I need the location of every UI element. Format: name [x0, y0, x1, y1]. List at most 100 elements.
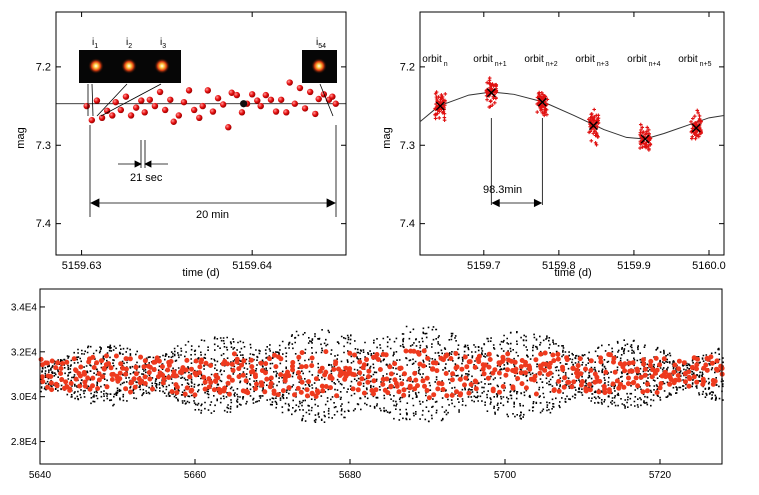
x-tick-label: 5160.0	[692, 260, 726, 272]
data-point	[146, 96, 154, 103]
data-point	[693, 136, 698, 141]
data-point	[638, 122, 643, 127]
data-point	[332, 100, 339, 107]
data-point	[441, 110, 446, 114]
data-point	[586, 117, 591, 122]
data-point	[267, 96, 275, 103]
data-point	[433, 116, 438, 121]
data-point	[283, 109, 290, 116]
data-point	[112, 98, 119, 106]
black-data-points	[40, 325, 724, 423]
pointer-line	[319, 83, 334, 117]
data-point	[541, 92, 545, 97]
fit-curve	[419, 91, 725, 140]
data-point	[138, 97, 145, 104]
data-point	[103, 107, 111, 114]
star-image	[88, 58, 104, 74]
orbit-mean-marker	[486, 88, 496, 98]
y-tick-label: 7.3	[400, 140, 415, 152]
data-point	[262, 91, 270, 99]
data-point	[485, 97, 489, 102]
y-axis-label: mag	[15, 127, 27, 148]
data-point	[196, 114, 203, 122]
y-tick-label: 7.2	[36, 61, 51, 73]
data-point	[535, 110, 540, 114]
data-point	[315, 95, 322, 103]
data-point	[589, 119, 594, 123]
pointer-line	[100, 83, 162, 117]
data-point	[132, 104, 140, 111]
y-tick-labels: 7.2 7.3 7.4	[400, 61, 415, 230]
x-tick-labels: 5159.7 5159.8 5159.9 5160.0	[467, 260, 726, 272]
data-point	[225, 124, 232, 131]
data-point	[593, 128, 597, 132]
data-point	[301, 105, 309, 112]
y-tick-label: 3.2E4	[11, 347, 38, 358]
data-point	[639, 135, 644, 140]
data-point	[695, 108, 700, 113]
data-point	[645, 129, 649, 134]
orbit-label: orbit n+2	[524, 54, 557, 68]
frame-insets: i1 i2 i3 i54	[79, 37, 337, 117]
data-point	[588, 129, 592, 134]
orbit-mean-marker	[588, 121, 598, 131]
data-point	[536, 91, 541, 96]
data-point	[689, 120, 693, 124]
data-point	[214, 95, 222, 102]
data-point	[696, 111, 700, 115]
orbit-label: orbit n+4	[627, 54, 660, 68]
axis-ticks	[420, 12, 724, 255]
data-point	[592, 115, 597, 119]
data-point	[329, 93, 336, 100]
pointer-line	[96, 83, 128, 117]
period-label: 98.3min	[483, 184, 522, 196]
data-point	[541, 96, 546, 101]
data-point	[122, 93, 130, 100]
data-point	[433, 92, 438, 96]
data-point	[487, 81, 491, 85]
data-point	[596, 113, 601, 118]
x-tick-label: 5159.8	[542, 260, 576, 272]
data-point	[494, 96, 498, 100]
data-point	[257, 102, 264, 110]
data-point	[286, 79, 293, 86]
axis-ticks	[39, 306, 661, 464]
x-tick-label: 5680	[339, 470, 362, 481]
data-point	[545, 112, 549, 117]
data-point	[170, 118, 177, 125]
data-point	[643, 144, 647, 149]
inset-label-i2: i2	[126, 37, 132, 50]
x-tick-label: 5159.63	[62, 260, 102, 272]
data-point	[185, 87, 193, 94]
data-point	[219, 101, 227, 108]
red-points	[38, 348, 725, 401]
data-point	[699, 131, 703, 135]
data-point	[644, 142, 648, 147]
x-tick-label: 5159.64	[232, 260, 272, 272]
data-point	[645, 125, 650, 130]
data-point	[640, 145, 645, 149]
data-point	[439, 95, 444, 100]
data-point	[434, 102, 438, 106]
data-point	[190, 106, 198, 114]
data-point	[538, 104, 543, 109]
data-point	[638, 146, 642, 150]
data-point	[488, 86, 492, 90]
y-tick-labels: 2.8E4 3.0E4 3.2E4 3.4E4	[11, 302, 38, 448]
data-point	[593, 141, 598, 145]
data-point	[209, 108, 217, 115]
data-point	[539, 94, 543, 99]
data-point	[542, 109, 547, 113]
data-point	[692, 114, 697, 119]
data-point	[639, 142, 643, 147]
data-point	[698, 126, 702, 130]
data-point	[589, 138, 594, 143]
data-point	[641, 130, 646, 134]
orbit-label: orbit n	[422, 54, 447, 68]
orbit-mean-marker	[640, 134, 650, 144]
data-point	[647, 128, 651, 132]
y-tick-label: 7.4	[400, 218, 415, 230]
highlight-point	[240, 100, 248, 108]
y-tick-label: 7.4	[36, 218, 51, 230]
data-point	[639, 128, 643, 132]
